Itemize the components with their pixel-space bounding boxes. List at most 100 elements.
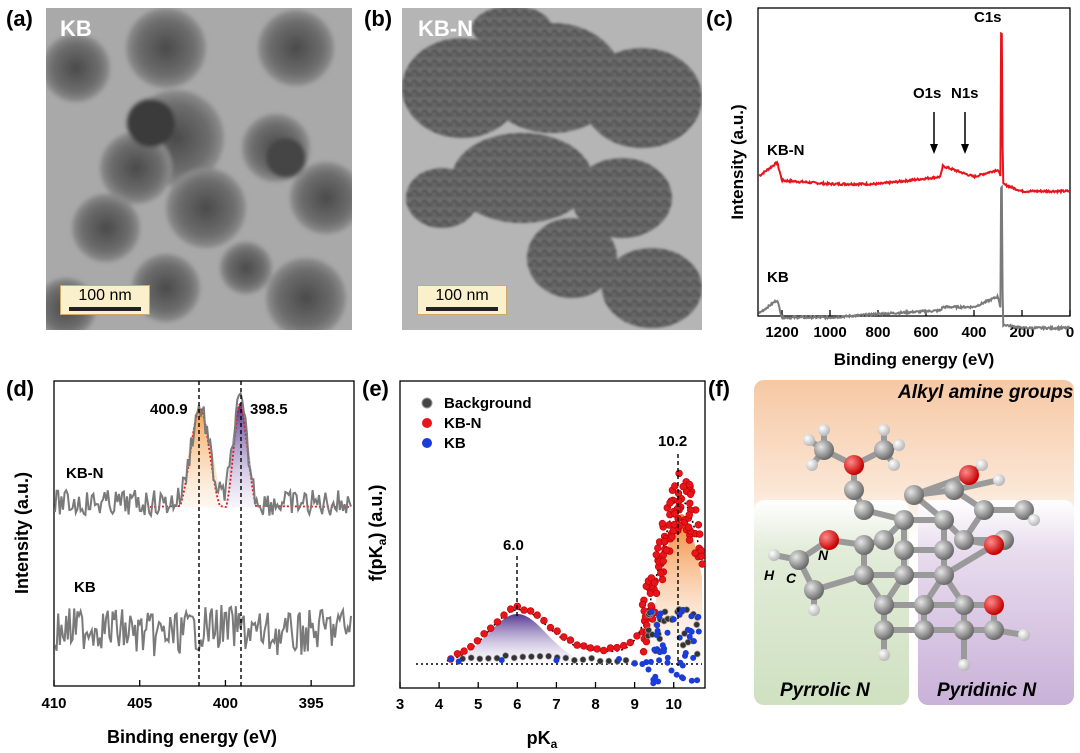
hydrogen-atom bbox=[818, 424, 830, 436]
panel-d-label: (d) bbox=[6, 376, 35, 401]
x-tick-label: 1000 bbox=[813, 324, 846, 341]
point-kb bbox=[673, 671, 680, 678]
tem-sample-label-kbn: KB-N bbox=[418, 16, 473, 41]
point-kbn bbox=[586, 644, 595, 652]
trace-label-kb: KB bbox=[74, 579, 96, 596]
carbon-atom bbox=[934, 540, 954, 560]
point-kbn bbox=[658, 575, 667, 584]
point-kb bbox=[645, 666, 652, 673]
carbon-atom bbox=[894, 510, 914, 530]
point-kbn bbox=[453, 650, 462, 658]
alkyl-amine-label: Alkyl amine groups bbox=[898, 382, 1074, 403]
legend-marker-kb bbox=[422, 438, 432, 448]
x-tick-label: 0 bbox=[1066, 324, 1074, 341]
scale-bar-box-kb: 100 nm bbox=[60, 285, 150, 315]
point-kb bbox=[695, 628, 702, 635]
point-kbn bbox=[651, 579, 659, 587]
carbon-atom bbox=[1014, 500, 1034, 520]
peak-6-fill bbox=[462, 614, 573, 664]
point-kb bbox=[654, 646, 661, 653]
peak2-label: 398.5 bbox=[250, 401, 288, 418]
point-background bbox=[579, 656, 587, 663]
point-kb bbox=[690, 638, 697, 645]
point-kb bbox=[655, 678, 662, 685]
scale-bar-text-kb: 100 nm bbox=[78, 287, 132, 304]
point-kbn bbox=[473, 637, 482, 645]
xps-n1s-chart: 400.9 398.5 KB-N KB 410 405 400 395 Intensi… bbox=[12, 380, 355, 747]
point-kbn bbox=[652, 551, 660, 559]
point-kbn bbox=[639, 648, 648, 656]
point-kb bbox=[680, 606, 687, 613]
arrow-head-n1s bbox=[961, 144, 969, 154]
point-background bbox=[485, 655, 492, 662]
plot-frame bbox=[399, 380, 706, 689]
point-kb bbox=[650, 676, 657, 683]
point-kbn bbox=[652, 589, 661, 598]
point-kbn bbox=[520, 606, 528, 614]
molecule-model: N H C bbox=[764, 424, 1040, 671]
point-kbn bbox=[685, 511, 693, 519]
x-tick-label: 10 bbox=[665, 696, 682, 713]
point-kbn bbox=[660, 538, 669, 546]
pyridinic-label: Pyridinic N bbox=[937, 680, 1037, 701]
trace-label-kbn: KB-N bbox=[66, 465, 104, 482]
heteroatom bbox=[819, 530, 839, 550]
point-background bbox=[528, 653, 535, 660]
point-kbn bbox=[654, 544, 662, 552]
point-kb bbox=[553, 657, 560, 664]
carbon-atom bbox=[814, 440, 834, 460]
point-kbn bbox=[669, 527, 677, 535]
point-kbn bbox=[691, 549, 699, 557]
hydrogen-atom bbox=[993, 474, 1005, 486]
x-tick-label: 800 bbox=[865, 324, 890, 341]
point-kbn bbox=[480, 630, 488, 638]
plot-frame bbox=[53, 380, 355, 687]
x-tick-label: 3 bbox=[396, 696, 404, 713]
point-kb bbox=[656, 613, 663, 620]
point-kb bbox=[679, 662, 686, 669]
point-background bbox=[684, 638, 692, 646]
point-kb bbox=[694, 677, 701, 684]
point-background bbox=[693, 621, 701, 628]
carbon-atom bbox=[944, 480, 964, 500]
scale-bar-box-kbn: 100 nm bbox=[417, 285, 507, 315]
point-background bbox=[605, 657, 613, 665]
carbon-atom bbox=[974, 500, 994, 520]
x-tick-label: 405 bbox=[127, 695, 152, 712]
xps-survey-chart: 1200 1000 800 600 400 200 0 C1s O1s N1s KB-N K… bbox=[728, 7, 1074, 369]
point-kbn bbox=[600, 646, 608, 655]
point-background bbox=[476, 655, 484, 663]
point-kbn bbox=[697, 552, 706, 561]
legend-marker-background bbox=[421, 397, 433, 409]
hydrogen-atom bbox=[806, 459, 818, 471]
peak1-label: 6.0 bbox=[503, 537, 524, 554]
peak-o1s-label: O1s bbox=[913, 85, 941, 102]
point-kbn bbox=[460, 647, 468, 655]
point-kb bbox=[668, 667, 675, 674]
point-kbn bbox=[694, 521, 703, 529]
panel-a-label: (a) bbox=[6, 6, 33, 31]
point-kbn bbox=[593, 645, 601, 653]
hydrogen-atom bbox=[808, 604, 820, 616]
carbon-atom bbox=[934, 565, 954, 585]
point-kbn bbox=[685, 536, 694, 544]
point-kb bbox=[455, 658, 462, 665]
carbon-atom bbox=[854, 535, 874, 555]
hydrogen-atom bbox=[1028, 514, 1040, 526]
point-kbn bbox=[685, 523, 693, 531]
point-kb bbox=[656, 657, 663, 664]
peak-c1s-label: C1s bbox=[974, 9, 1002, 26]
scale-bar-kb bbox=[69, 307, 141, 311]
point-background bbox=[536, 652, 544, 660]
x-tick-label: 5 bbox=[474, 696, 482, 713]
series-kb bbox=[758, 184, 1071, 332]
point-background bbox=[510, 654, 518, 662]
point-background bbox=[596, 657, 604, 665]
scale-bar-text-kbn: 100 nm bbox=[435, 287, 489, 304]
x-tick-label: 600 bbox=[913, 324, 938, 341]
carbon-atom bbox=[934, 510, 954, 530]
point-kb bbox=[616, 656, 622, 662]
point-background bbox=[693, 650, 701, 658]
legend-background: Background bbox=[444, 395, 532, 412]
carbon-atom bbox=[854, 500, 874, 520]
